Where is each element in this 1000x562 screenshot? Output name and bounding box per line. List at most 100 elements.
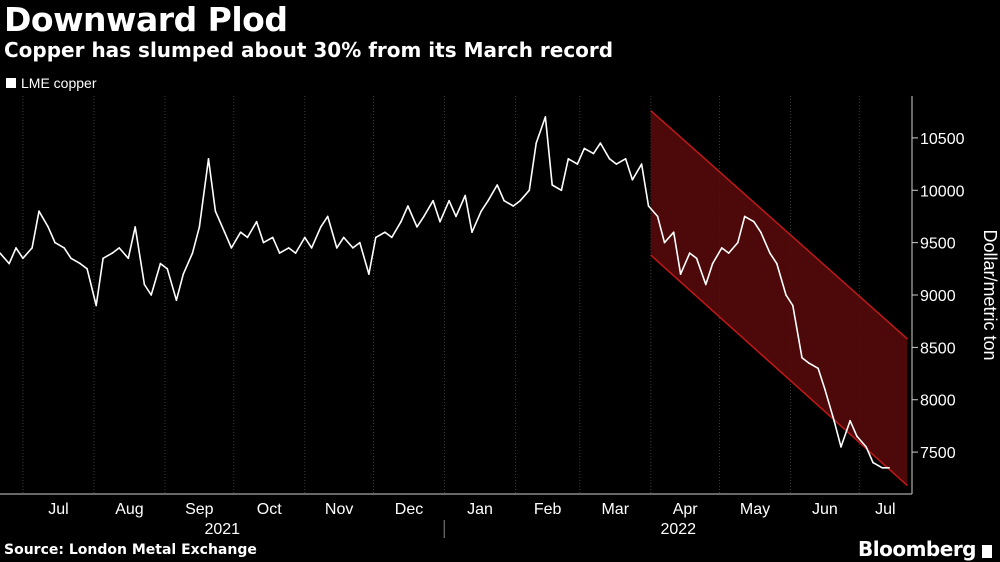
data-point xyxy=(304,236,306,239)
data-point xyxy=(624,158,627,160)
data-point xyxy=(246,236,249,239)
data-point xyxy=(721,247,723,249)
channel-upper-edge xyxy=(650,110,908,340)
data-point xyxy=(191,252,194,254)
data-point xyxy=(448,199,450,202)
y-tick-label: 10500 xyxy=(920,131,965,148)
data-point xyxy=(824,388,826,391)
data-point xyxy=(737,241,739,244)
axes xyxy=(0,96,918,538)
data-point xyxy=(166,268,169,270)
data-point xyxy=(47,226,49,228)
data-point xyxy=(118,247,120,249)
data-point xyxy=(320,226,322,228)
data-point xyxy=(384,231,386,233)
channel-annotation xyxy=(650,110,908,487)
data-point xyxy=(368,273,370,275)
data-point xyxy=(647,205,650,207)
data-point xyxy=(400,220,402,223)
data-point xyxy=(255,220,258,223)
x-tick-label: Nov xyxy=(325,501,353,518)
data-point xyxy=(640,163,643,165)
brand-mark-icon xyxy=(982,545,992,558)
data-point xyxy=(159,262,162,265)
data-point xyxy=(54,241,56,244)
brand-logo: Bloomberg xyxy=(858,537,976,561)
data-point xyxy=(528,189,531,192)
data-point xyxy=(840,446,842,448)
channel-lower-edge xyxy=(650,254,908,487)
data-point xyxy=(182,273,185,275)
data-point xyxy=(615,163,618,165)
legend-label: LME copper xyxy=(21,75,97,91)
data-point xyxy=(785,294,787,296)
data-point xyxy=(519,199,521,202)
data-point xyxy=(631,179,634,181)
data-point xyxy=(70,257,72,260)
data-point xyxy=(342,236,345,239)
x-year-label: 2021 xyxy=(204,521,240,538)
y-axis-labels: 7500 8000 8500 9000 9500 10000 10500 Dollar/met… xyxy=(920,131,1000,462)
data-point xyxy=(471,231,473,233)
y-tick-label: 8000 xyxy=(920,393,956,410)
data-point xyxy=(487,199,489,202)
data-point xyxy=(576,163,579,165)
data-point xyxy=(705,283,707,286)
data-point xyxy=(753,220,755,223)
data-point xyxy=(262,241,265,244)
data-point xyxy=(278,252,281,254)
data-point xyxy=(760,231,762,233)
data-point xyxy=(143,283,146,286)
x-tick-label: Mar xyxy=(601,501,629,518)
data-point xyxy=(352,247,354,249)
data-point xyxy=(711,262,714,265)
data-point xyxy=(544,116,547,118)
data-point xyxy=(888,467,890,469)
data-point xyxy=(695,257,698,260)
data-point xyxy=(230,247,233,249)
data-point xyxy=(359,241,361,244)
data-point xyxy=(15,247,17,249)
source-note: Source: London Metal Exchange xyxy=(4,542,257,558)
data-point xyxy=(881,467,883,469)
x-tick-label: Oct xyxy=(257,501,282,518)
data-point xyxy=(95,304,97,307)
data-point xyxy=(503,199,505,202)
y-tick-label: 8500 xyxy=(920,340,956,357)
data-point xyxy=(833,419,835,422)
data-point xyxy=(817,367,819,370)
data-point xyxy=(849,419,851,422)
data-point xyxy=(455,215,457,218)
data-point xyxy=(38,210,40,212)
data-point xyxy=(769,252,771,254)
data-point xyxy=(656,215,659,218)
series xyxy=(0,116,890,469)
data-point xyxy=(496,184,499,186)
data-point xyxy=(22,257,24,260)
data-point xyxy=(79,262,81,265)
data-point xyxy=(207,158,210,160)
data-point xyxy=(865,446,867,448)
data-point xyxy=(416,226,418,228)
data-point xyxy=(407,205,409,207)
data-point xyxy=(214,210,217,212)
data-point xyxy=(856,435,858,438)
data-point xyxy=(310,247,313,249)
data-point xyxy=(127,257,130,260)
data-point xyxy=(375,236,377,239)
data-point xyxy=(391,236,393,239)
data-point xyxy=(608,158,611,160)
chart-title: Downward Plod xyxy=(4,0,288,39)
data-point xyxy=(287,247,290,249)
x-axis-labels: Jul Aug Sep Oct Nov Dec Jan Feb Mar Apr May Jun Jul 2… xyxy=(48,501,895,538)
data-point xyxy=(294,252,297,254)
data-point xyxy=(480,210,483,212)
data-point xyxy=(198,226,201,228)
data-point xyxy=(31,247,33,249)
data-point xyxy=(239,231,242,233)
data-point xyxy=(808,362,810,364)
channel-fill xyxy=(650,110,908,486)
x-tick-label: Apr xyxy=(673,501,699,518)
y-tick-label: 7500 xyxy=(920,445,956,462)
